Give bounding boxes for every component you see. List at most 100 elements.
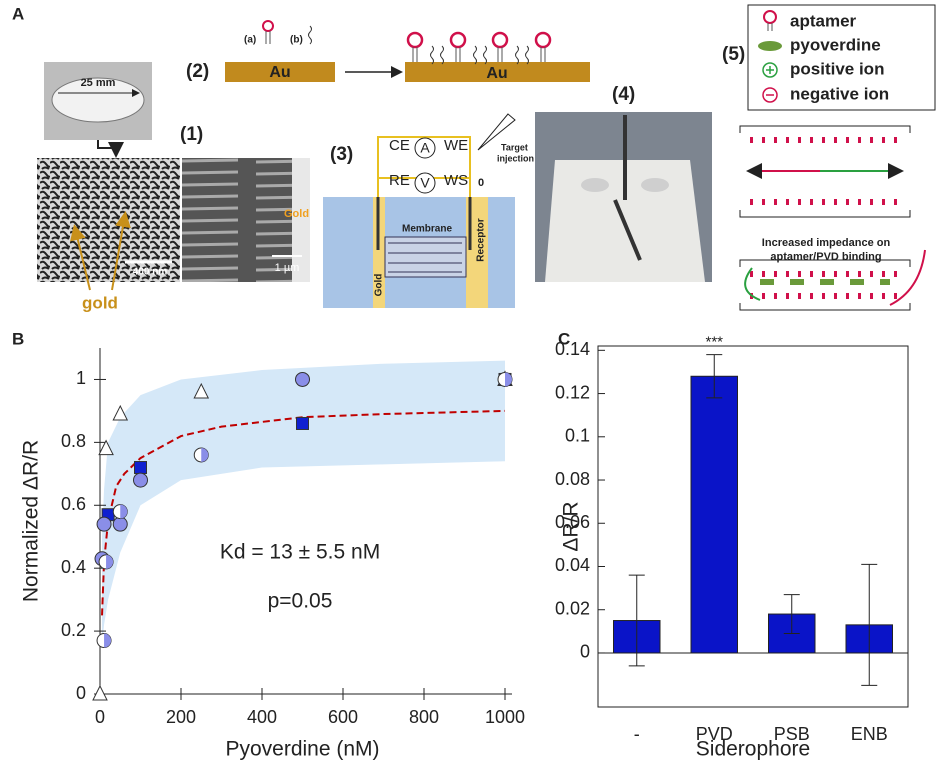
arrow — [70, 224, 91, 291]
confidence-band — [102, 360, 506, 647]
legend-box — [747, 4, 936, 111]
x-tick-label: 200 — [166, 707, 196, 727]
y-tick-label: 0 — [580, 642, 590, 662]
y-tick-label: 0.14 — [555, 339, 590, 359]
x-tick-label: 1000 — [485, 707, 525, 727]
electrode-wire — [376, 197, 472, 250]
label: Receptor — [476, 218, 487, 261]
label: Target — [501, 142, 528, 152]
disc — [51, 77, 145, 123]
y-tick-label: 0.02 — [555, 598, 590, 618]
step-label: (5) — [722, 44, 745, 65]
x-tick-label: - — [634, 724, 640, 744]
x-tick-label: 400 — [247, 707, 277, 727]
label: (a) — [244, 35, 256, 46]
x-tick-label: ENB — [851, 724, 888, 744]
sem-cross-section — [182, 158, 310, 282]
legend-icon — [762, 87, 778, 103]
x-tick-label: 0 — [95, 707, 105, 727]
legend-icon — [763, 10, 777, 24]
gold-substrate — [225, 62, 335, 82]
y-axis-label: Normalized ΔR/R — [20, 440, 43, 602]
scale-text: 400 nm — [133, 267, 168, 278]
arrow — [111, 211, 131, 291]
bar — [690, 375, 738, 654]
marker — [96, 516, 112, 532]
marker — [98, 439, 114, 456]
y-tick-label: 0.2 — [61, 620, 86, 640]
meter — [414, 172, 436, 194]
clip — [613, 115, 642, 261]
marker — [133, 472, 148, 488]
label: CE — [389, 137, 410, 154]
step-label: (2) — [186, 61, 209, 82]
label: (b) — [290, 35, 303, 46]
marker — [296, 416, 309, 430]
fit-curve — [101, 409, 506, 616]
panel-label: B — [12, 329, 24, 348]
panel-label: A — [12, 4, 24, 23]
aptamer-layer — [406, 31, 552, 65]
marker-half — [505, 372, 512, 387]
panel-a: A 25 mm (1) 400 nm Gold 1 µm gold (2) (a… — [12, 4, 936, 312]
y-tick-label: 0.4 — [61, 557, 86, 577]
step-label: (3) — [330, 144, 353, 165]
marker — [295, 371, 310, 387]
y-tick-label: 0.1 — [565, 426, 590, 446]
label: Gold — [374, 274, 385, 297]
label: Au — [269, 64, 290, 81]
arrow — [97, 140, 124, 158]
legend-label: positive ion — [790, 59, 884, 78]
label: WS — [444, 172, 468, 189]
marker — [134, 461, 147, 475]
significance: *** — [705, 334, 723, 351]
gold-substrate — [405, 62, 590, 82]
y-tick-label: 0 — [76, 683, 86, 703]
membrane — [384, 236, 467, 278]
caption: Increased impedance on — [762, 237, 891, 249]
marker-half — [120, 504, 128, 519]
membrane-layers — [388, 242, 462, 273]
legend-icon — [767, 23, 773, 31]
marker — [112, 404, 129, 421]
well — [641, 178, 669, 192]
marker-half — [106, 554, 114, 569]
annotation: p=0.05 — [268, 590, 333, 613]
x-tick-label: 800 — [409, 707, 439, 727]
gold-layer — [292, 158, 310, 282]
channel — [739, 125, 911, 311]
y-tick-label: 0.6 — [61, 494, 86, 514]
x-tick-label: PSB — [774, 724, 810, 744]
y-tick-label: 0.06 — [555, 512, 590, 532]
marker — [112, 516, 128, 532]
annotation: Kd = 13 ± 5.5 nM — [220, 541, 380, 564]
legend-label: negative ion — [790, 84, 889, 103]
syringe — [477, 113, 516, 151]
y-tick-label: 0.04 — [555, 555, 590, 575]
label: A — [420, 140, 430, 156]
scale-text: 25 mm — [81, 77, 116, 89]
x-axis-label: Siderophore — [696, 738, 810, 761]
meter — [414, 137, 436, 159]
marker-half — [104, 633, 112, 648]
aptamer-row — [750, 137, 900, 299]
ion-path — [744, 267, 761, 301]
legend-label: pyoverdine — [790, 35, 881, 54]
aptamer-icon — [262, 20, 274, 32]
step-label: (1) — [180, 124, 203, 145]
label: Membrane — [402, 224, 452, 235]
y-tick-label: 1 — [76, 368, 86, 388]
gold-electrode — [373, 197, 385, 308]
y-tick-label: 0.12 — [555, 382, 590, 402]
caption: aptamer/PVD binding — [770, 251, 881, 263]
y-axis-label: ΔR/R — [560, 501, 583, 551]
x-axis-label: Pyoverdine (nM) — [225, 738, 379, 761]
marker — [92, 684, 108, 701]
label: injection — [497, 153, 534, 163]
ion-path — [889, 249, 926, 306]
legend-icon — [766, 66, 774, 74]
label: V — [420, 175, 430, 191]
legend-icon — [762, 62, 778, 78]
marker — [193, 382, 210, 399]
label: RE — [389, 172, 410, 189]
